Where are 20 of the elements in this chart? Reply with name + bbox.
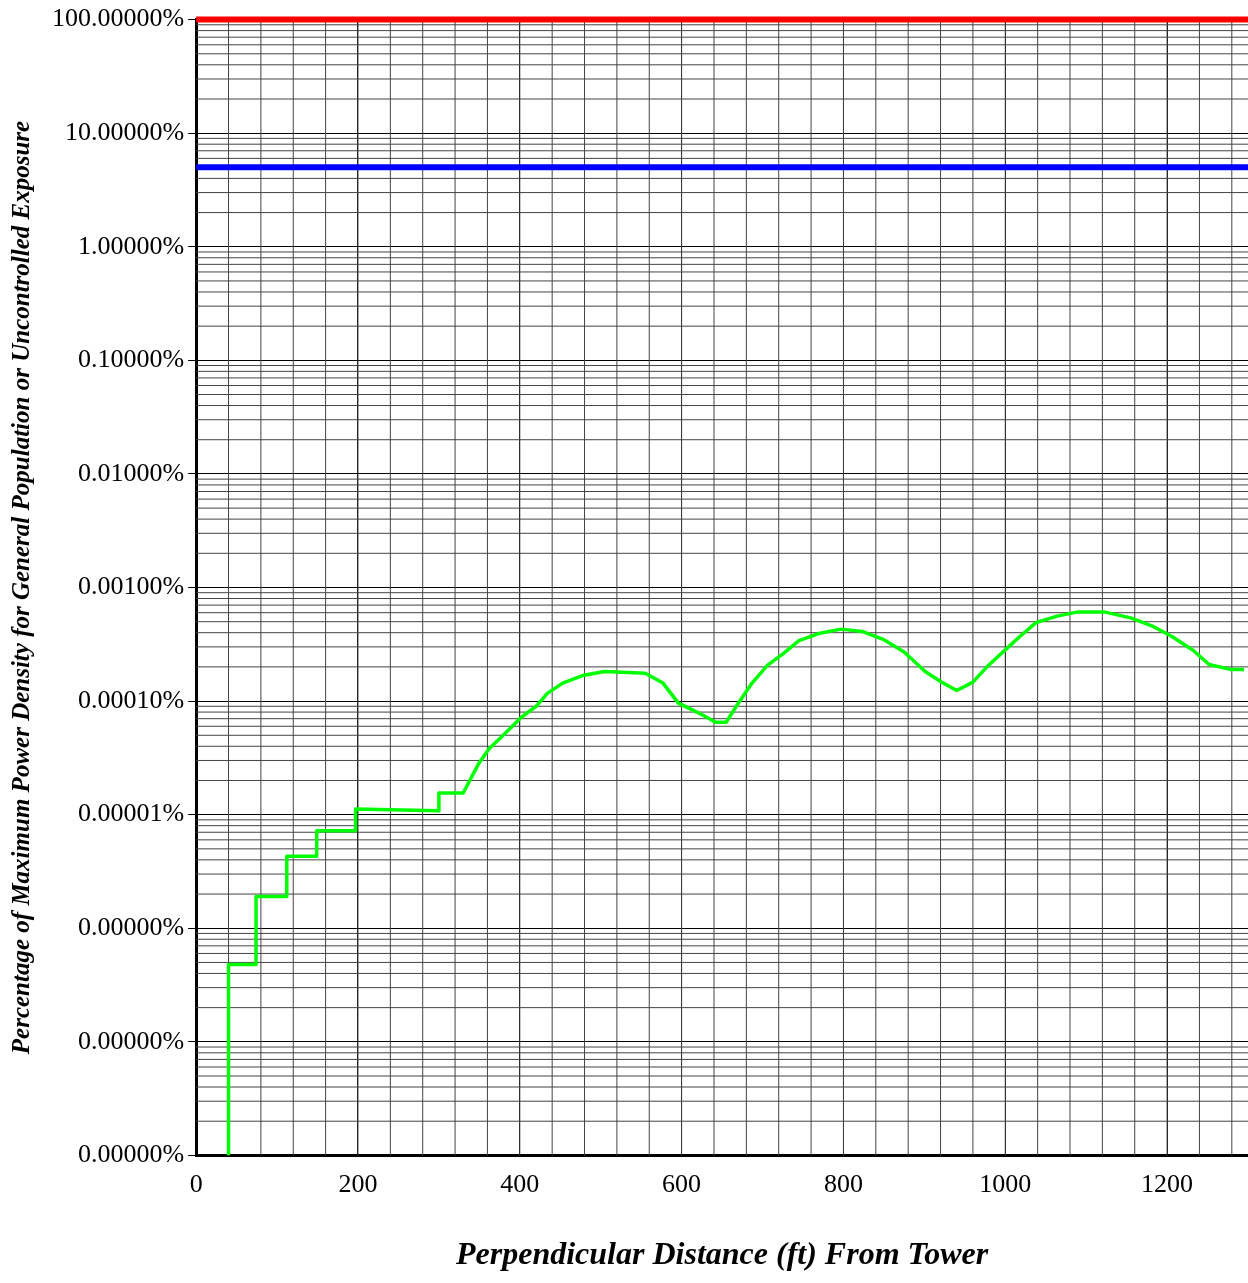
y-tick-label: 10.00000%	[64, 117, 185, 147]
x-tick-label: 800	[823, 1168, 863, 1198]
y-tick-label: 1.00000%	[77, 230, 185, 260]
y-axis-title: Percentage of Maximum Power Density for General Population or Uncontrolled Exposure	[7, 120, 35, 1056]
x-tick-label: 1200	[1141, 1168, 1194, 1198]
y-tick-label: 100.00000%	[51, 3, 185, 33]
y-tick-label: 0.00000%	[77, 1025, 185, 1055]
x-axis-title: Perpendicular Distance (ft) From Tower	[455, 1235, 989, 1272]
y-tick-label: 0.10000%	[77, 344, 185, 374]
x-tick-label: 200	[338, 1168, 378, 1198]
y-tick-label: 0.00000%	[77, 1139, 185, 1169]
y-tick-label: 0.00001%	[77, 798, 185, 828]
x-tick-label: 400	[500, 1168, 540, 1198]
y-tick-label: 0.00100%	[77, 571, 185, 601]
y-tick-label: 0.00000%	[77, 912, 185, 942]
y-tick-label: 0.00010%	[77, 684, 185, 714]
y-tick-label: 0.01000%	[77, 457, 185, 487]
x-tick-label: 600	[662, 1168, 702, 1198]
x-tick-label: 0	[189, 1168, 203, 1198]
x-tick-label: 1000	[979, 1168, 1032, 1198]
